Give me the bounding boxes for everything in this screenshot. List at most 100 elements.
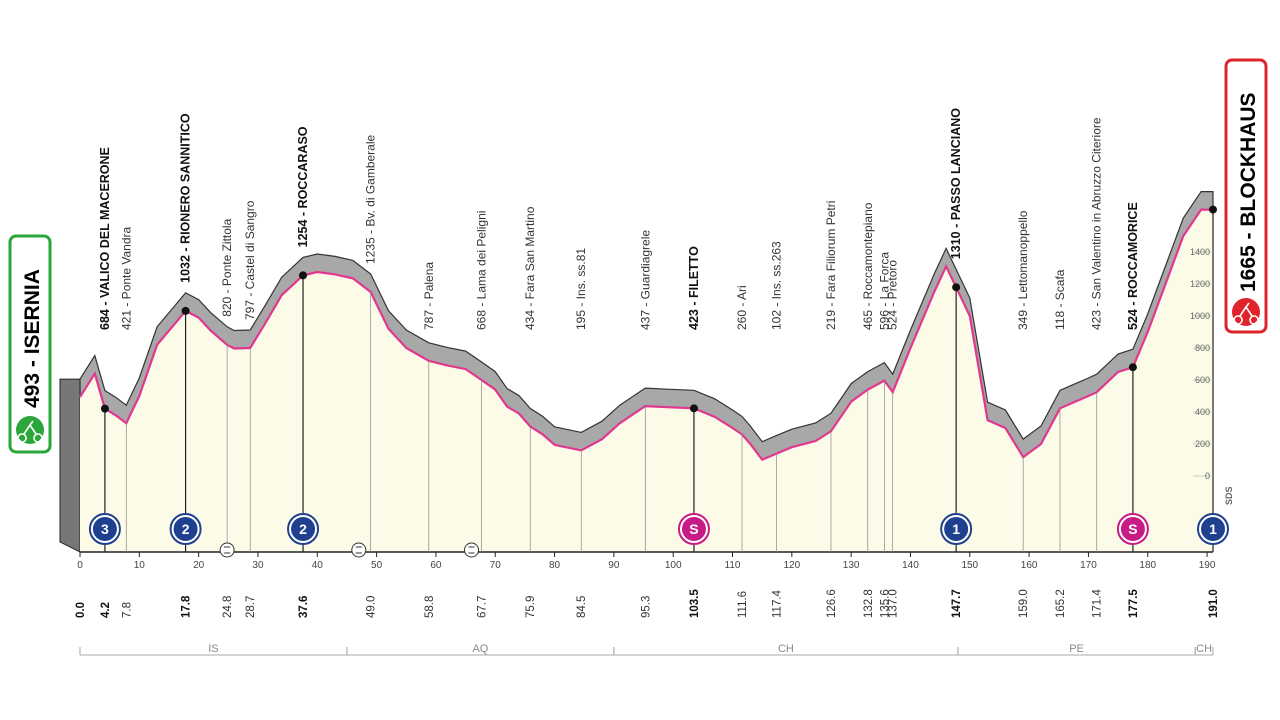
kom-marker-fill bbox=[291, 517, 316, 541]
profile-area bbox=[79, 208, 1213, 553]
alt-tick-label: 400 bbox=[1195, 407, 1210, 417]
alt-tick-label: 1000 bbox=[1190, 311, 1210, 321]
point-dot bbox=[299, 271, 308, 280]
km-label: 95.3 bbox=[640, 596, 652, 618]
sprint-marker-fill bbox=[681, 517, 706, 541]
sprint-marker-label: S bbox=[1128, 521, 1137, 537]
x-tick-label: 170 bbox=[1080, 560, 1097, 571]
feed-zones bbox=[219, 542, 480, 558]
point-dot bbox=[100, 404, 109, 413]
region-label: CH bbox=[778, 643, 794, 655]
start-badge: 493 - ISERNIA bbox=[8, 234, 52, 454]
x-tick-label: 180 bbox=[1139, 560, 1156, 571]
x-tick-label: 70 bbox=[490, 560, 502, 571]
km-label: 117.4 bbox=[771, 589, 783, 618]
x-tick-label: 80 bbox=[549, 560, 561, 571]
alt-tick-label: 1400 bbox=[1190, 247, 1210, 257]
point-name: 1235 - Bv. di Gamberale bbox=[364, 134, 378, 264]
region-bar: IS AQ CH PE CH bbox=[79, 643, 1214, 656]
kom-marker-fill bbox=[944, 517, 969, 541]
x-tick-label: 40 bbox=[312, 560, 324, 571]
point-name: 596 - La Forca bbox=[877, 252, 891, 330]
km-label: 37.6 bbox=[298, 596, 310, 618]
point-name: 1254 - ROCCARASO bbox=[296, 126, 310, 247]
alt-tick-label: 0 bbox=[1205, 471, 1210, 481]
point-name: 423 - FILETTO bbox=[687, 246, 701, 330]
profile-left-wall bbox=[59, 378, 81, 553]
km-label: 159.0 bbox=[1018, 589, 1030, 618]
alt-tick-label: 600 bbox=[1195, 375, 1210, 385]
km-label: 7.8 bbox=[121, 602, 133, 618]
point-name: 684 - VALICO DEL MACERONE bbox=[98, 147, 112, 330]
region-label: IS bbox=[208, 643, 218, 655]
point-dot bbox=[1209, 205, 1217, 214]
kom-marker-fill bbox=[1201, 517, 1225, 541]
point-name: 434 - Fara San Martino bbox=[523, 206, 537, 330]
kom-marker-label: 1 bbox=[952, 521, 960, 537]
km-label: 17.8 bbox=[181, 595, 193, 618]
finish-badge: 1665 - BLOCKHAUS bbox=[1224, 58, 1268, 334]
x-tick-label: 50 bbox=[371, 560, 383, 571]
km-label: 103.5 bbox=[689, 589, 701, 618]
km-label: 111.6 bbox=[737, 591, 749, 618]
x-tick-label: 100 bbox=[665, 560, 682, 571]
point-name: 1032 - RIONERO SANNITICO bbox=[179, 113, 193, 283]
km-label: 58.8 bbox=[424, 596, 436, 618]
km-label: 67.7 bbox=[477, 596, 489, 618]
point-dot bbox=[181, 306, 190, 315]
point-lines bbox=[100, 205, 1217, 552]
profile-face bbox=[80, 209, 1213, 552]
point-name: 219 - Fara Filiorum Petri bbox=[824, 201, 838, 330]
sprint-marker-label: S bbox=[689, 521, 698, 537]
km-label: 191.0 bbox=[1208, 589, 1220, 618]
x-tick-label: 10 bbox=[134, 560, 146, 571]
point-name: 668 - Lama dei Peligni bbox=[475, 211, 489, 330]
km-label: 75.9 bbox=[525, 596, 537, 618]
point-name: 421 - Ponte Vandra bbox=[119, 226, 133, 330]
point-name: 102 - Ins. ss.263 bbox=[769, 241, 783, 330]
sprint-marker-fill bbox=[1120, 517, 1145, 541]
point-dot bbox=[1128, 363, 1137, 372]
route-line bbox=[79, 208, 1213, 462]
km-label: 147.7 bbox=[951, 589, 963, 618]
x-tick-label: 110 bbox=[725, 560, 741, 571]
point-name: 437 - Guardiagrele bbox=[638, 230, 652, 330]
km-label: 28.7 bbox=[245, 596, 257, 618]
point-name: 797 - Castel di Sangro bbox=[243, 200, 257, 320]
region-label: CH bbox=[1196, 643, 1212, 655]
finish-label: 1665 - BLOCKHAUS bbox=[1237, 92, 1260, 292]
point-name: 820 - Ponte Zittola bbox=[220, 218, 234, 316]
point-name: 349 - Lettomanoppello bbox=[1016, 210, 1030, 330]
point-name: 423 - San Valentino in Abruzzo Citeriore bbox=[1090, 117, 1104, 330]
point-name: 118 - Scafa bbox=[1053, 269, 1067, 330]
bike-icon bbox=[16, 416, 44, 444]
km-label: 165.2 bbox=[1055, 589, 1067, 618]
km-label: 0.0 bbox=[75, 602, 87, 618]
point-name: 1310 - PASSO LANCIANO bbox=[949, 108, 963, 259]
x-tick-label: 140 bbox=[902, 560, 919, 571]
km-label: 177.5 bbox=[1128, 589, 1140, 618]
x-tick-label: 130 bbox=[843, 560, 860, 571]
bike-icon bbox=[1232, 298, 1260, 326]
point-name: 195 - Ins. ss.81 bbox=[574, 248, 588, 330]
point-dot bbox=[689, 404, 698, 413]
sponsor-label: SDS bbox=[1224, 486, 1234, 505]
alt-tick-label: 1200 bbox=[1190, 279, 1210, 289]
point-name: 260 - Ari bbox=[735, 285, 749, 330]
alt-tick-label: 800 bbox=[1195, 343, 1210, 353]
x-tick-label: 0 bbox=[77, 560, 83, 571]
feed-icon bbox=[351, 542, 367, 558]
start-label: 493 - ISERNIA bbox=[21, 269, 44, 408]
x-tick-label: 30 bbox=[252, 560, 264, 571]
tunnel-icon bbox=[464, 542, 480, 558]
alt-tick-label: 200 bbox=[1195, 439, 1210, 449]
kom-marker-label: 3 bbox=[101, 521, 109, 537]
point-name: 524 - Pretoro bbox=[886, 260, 900, 330]
km-label: 171.4 bbox=[1092, 589, 1104, 618]
km-label: 132.8 bbox=[863, 589, 875, 618]
point-name: 465 - Roccamontepiano bbox=[861, 202, 875, 330]
kom-marker-label: 1 bbox=[1209, 521, 1217, 537]
kom-marker-label: 2 bbox=[299, 521, 307, 537]
point-names: 684 - VALICO DEL MACERONE 421 - Ponte Van… bbox=[98, 108, 1140, 330]
